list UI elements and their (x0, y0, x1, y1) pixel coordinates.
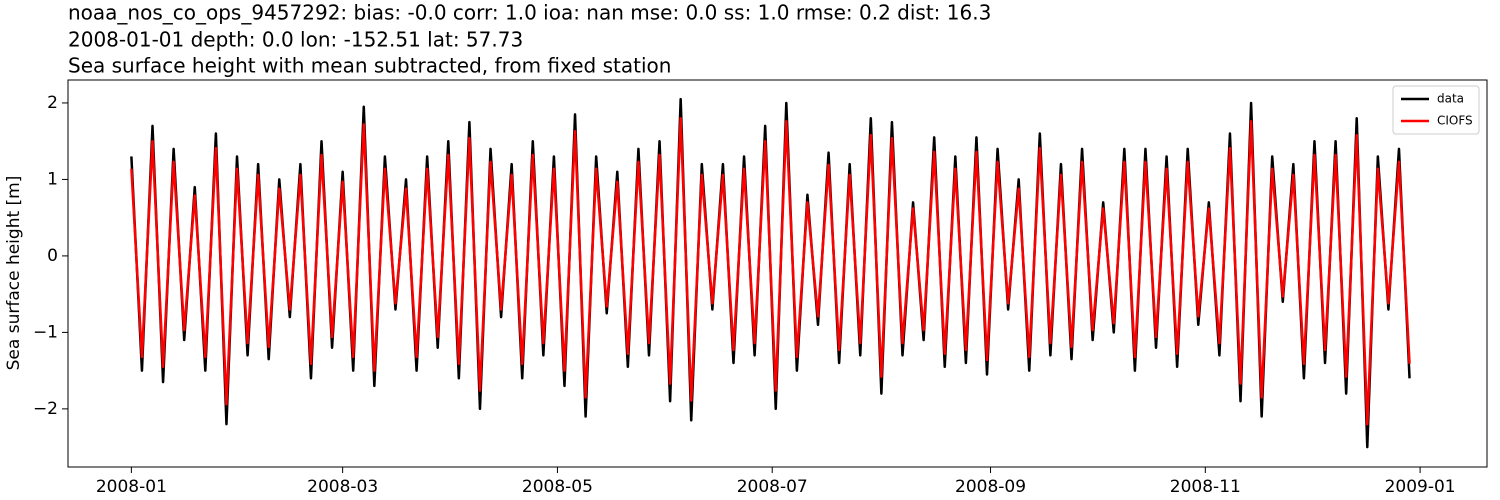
x-tick-label: 2008-03 (307, 477, 378, 497)
y-axis-label: Sea surface height [m] (4, 176, 24, 371)
x-tick-label: 2008-09 (955, 477, 1026, 497)
chart-title: noaa_nos_co_ops_9457292: bias: -0.0 corr… (68, 1, 991, 25)
x-tick-label: 2009-01 (1385, 477, 1456, 497)
y-tick-label: −1 (33, 322, 58, 342)
x-tick-label: 2008-11 (1170, 477, 1241, 497)
y-tick-label: −2 (33, 399, 58, 419)
chart-title: Sea surface height with mean subtracted,… (68, 54, 671, 78)
y-tick-label: 2 (47, 93, 58, 113)
x-tick-label: 2008-01 (96, 477, 167, 497)
series-line (130, 116, 1411, 426)
legend-label: data (1437, 92, 1464, 106)
legend-label: CIOFS (1437, 114, 1473, 128)
chart-title: 2008-01-01 depth: 0.0 lon: -152.51 lat: … (68, 28, 523, 52)
y-tick-label: 1 (47, 169, 58, 189)
x-tick-label: 2008-05 (522, 477, 593, 497)
y-tick-label: 0 (47, 246, 58, 266)
plot-frame (67, 79, 1488, 468)
x-tick-label: 2008-07 (737, 477, 808, 497)
